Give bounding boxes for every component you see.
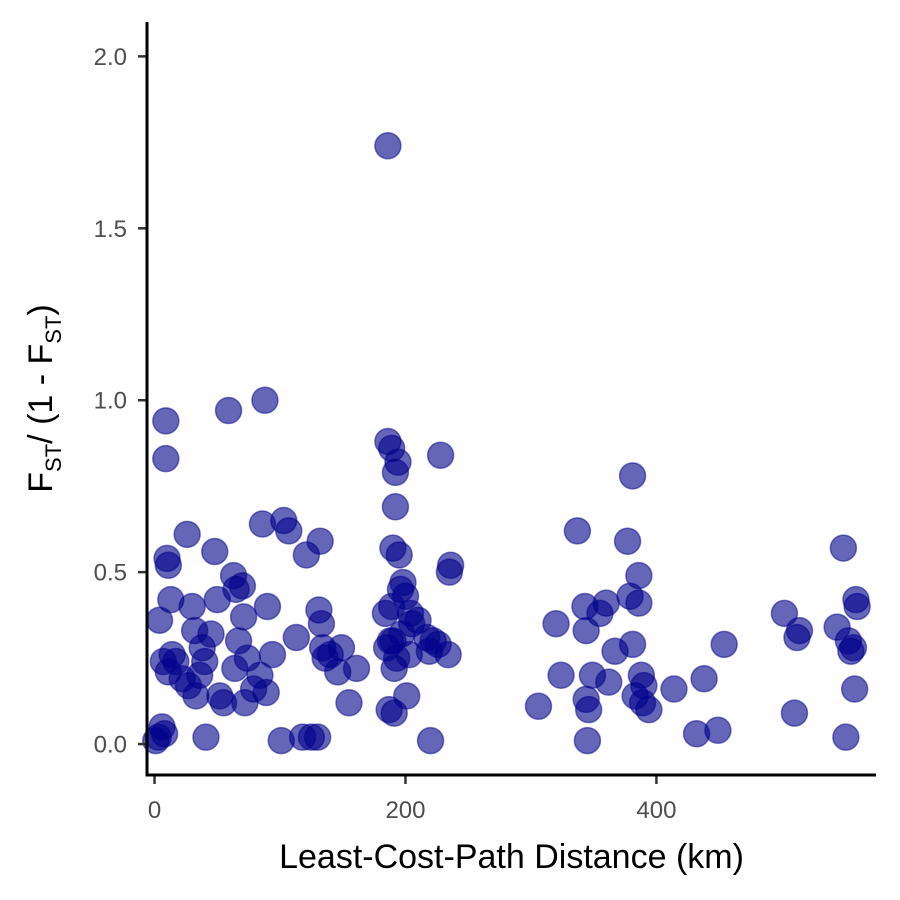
y-tick-label: 1.5 bbox=[94, 216, 127, 243]
x-tick-label: 0 bbox=[148, 797, 161, 824]
data-point bbox=[785, 616, 814, 645]
data-point bbox=[392, 682, 421, 710]
y-axis-ticks: 0.0 0.5 1.0 1.5 2.0 bbox=[94, 44, 147, 759]
data-point bbox=[436, 551, 465, 580]
data-point bbox=[307, 609, 336, 638]
data-point bbox=[594, 668, 623, 696]
y-title-part-1: F bbox=[22, 472, 60, 493]
y-title-part-3: ) bbox=[22, 304, 60, 315]
data-point bbox=[303, 723, 332, 751]
data-point bbox=[710, 630, 738, 659]
data-point bbox=[154, 551, 183, 580]
data-point bbox=[385, 541, 413, 569]
data-point bbox=[178, 592, 206, 621]
data-point bbox=[660, 675, 688, 703]
data-point bbox=[197, 620, 225, 648]
data-point bbox=[381, 493, 410, 521]
data-point bbox=[275, 517, 303, 545]
data-point bbox=[416, 726, 445, 755]
y-tick-label: 0.0 bbox=[94, 732, 127, 759]
data-point bbox=[426, 441, 455, 469]
x-tick-label: 400 bbox=[636, 797, 676, 824]
data-point bbox=[574, 695, 603, 724]
data-point bbox=[384, 448, 412, 476]
data-point bbox=[228, 572, 257, 600]
data-point bbox=[547, 661, 575, 690]
data-point bbox=[152, 444, 180, 473]
data-point bbox=[613, 527, 642, 555]
y-title-subscript-2: ST bbox=[41, 316, 66, 344]
data-point bbox=[618, 630, 647, 659]
y-tick-label: 0.5 bbox=[94, 560, 127, 587]
data-point bbox=[573, 726, 602, 755]
data-point bbox=[253, 592, 282, 621]
data-point bbox=[829, 534, 858, 562]
data-point bbox=[542, 609, 570, 638]
data-point bbox=[592, 589, 620, 617]
x-tick-label: 200 bbox=[385, 797, 425, 824]
data-point bbox=[258, 640, 287, 669]
data-point bbox=[843, 592, 871, 621]
data-point bbox=[625, 561, 653, 590]
data-point bbox=[282, 623, 311, 652]
x-axis-ticks: 0 200 400 bbox=[148, 775, 676, 824]
y-title-subscript-1: ST bbox=[41, 444, 66, 472]
data-point bbox=[251, 386, 279, 414]
y-tick-label: 2.0 bbox=[94, 44, 127, 71]
data-point bbox=[374, 132, 402, 160]
data-point bbox=[618, 462, 647, 490]
data-point bbox=[704, 716, 732, 745]
data-point bbox=[201, 537, 229, 566]
data-point bbox=[635, 695, 663, 724]
data-point bbox=[335, 689, 363, 717]
data-point bbox=[625, 589, 653, 617]
data-point bbox=[840, 675, 869, 703]
data-point bbox=[839, 634, 868, 662]
x-axis-title: Least-Cost-Path Distance (km) bbox=[279, 838, 744, 876]
data-point bbox=[229, 603, 258, 631]
data-point bbox=[630, 671, 658, 700]
y-tick-label: 1.0 bbox=[94, 388, 127, 415]
data-point bbox=[150, 719, 179, 748]
data-point bbox=[434, 640, 462, 669]
data-point bbox=[306, 527, 334, 555]
y-axis-title: FST/ (1 - FST) bbox=[22, 304, 66, 492]
data-point bbox=[190, 647, 219, 676]
data-point bbox=[152, 407, 180, 435]
data-point bbox=[524, 692, 553, 720]
data-point bbox=[780, 699, 809, 727]
data-point bbox=[563, 517, 592, 545]
y-title-part-2: / (1 - F bbox=[22, 344, 60, 444]
data-point bbox=[252, 678, 280, 707]
data-point bbox=[214, 396, 243, 425]
data-point bbox=[192, 723, 220, 751]
points-layer bbox=[142, 132, 871, 755]
data-point bbox=[832, 723, 860, 751]
data-point bbox=[342, 654, 371, 683]
data-point bbox=[173, 520, 201, 549]
data-point bbox=[327, 634, 356, 662]
data-point bbox=[690, 664, 718, 693]
